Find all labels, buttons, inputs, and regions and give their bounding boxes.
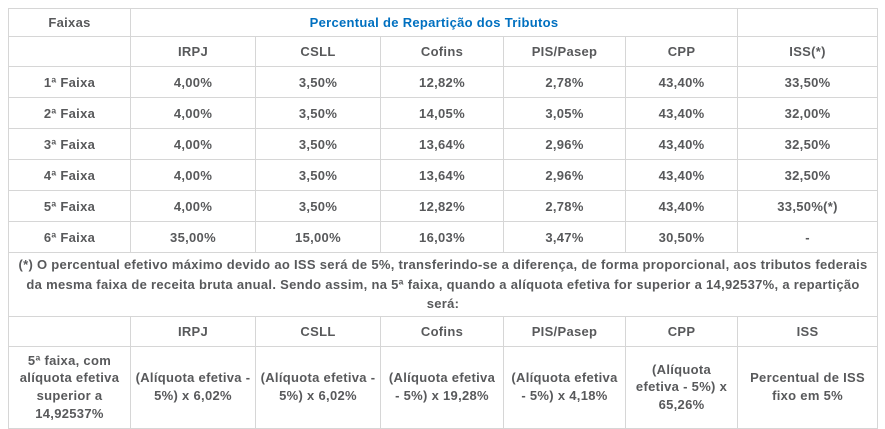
column-header-cpp: CPP xyxy=(624,36,739,67)
value-cell: 4,00% xyxy=(130,190,256,222)
value-cell: 4,00% xyxy=(130,66,256,98)
table-row-faixa-5: 5ª Faixa 4,00% 3,50% 12,82% 2,78% 43,40%… xyxy=(8,190,879,222)
column-header-csll: CSLL xyxy=(255,36,381,67)
breakdown-formula-row: 5ª faixa, com alíquota efetiva superior … xyxy=(8,345,879,429)
table-row-faixa-6: 6ª Faixa 35,00% 15,00% 16,03% 3,47% 30,5… xyxy=(8,221,879,253)
value-cell: 2,78% xyxy=(503,190,626,222)
breakdown-header-cpp: CPP xyxy=(624,315,739,347)
formula-cell-cpp: (Alíquota efetiva - 5%) x 65,26% xyxy=(624,345,739,429)
column-header-cofins: Cofins xyxy=(380,36,504,67)
merged-header-row: Faixas Percentual de Repartição dos Trib… xyxy=(8,8,879,37)
formula-cell-pis-pasep: (Alíquota efetiva - 5%) x 4,18% xyxy=(503,345,626,429)
breakdown-header-row: IRPJ CSLL Cofins PIS/Pasep CPP ISS xyxy=(8,315,879,347)
breakdown-header-pis-pasep: PIS/Pasep xyxy=(503,315,626,347)
value-cell: 12,82% xyxy=(380,66,504,98)
value-cell: 33,50% xyxy=(737,66,879,98)
value-cell: 3,05% xyxy=(503,97,626,129)
value-cell: 32,50% xyxy=(737,128,879,160)
table-row-faixa-2: 2ª Faixa 4,00% 3,50% 14,05% 3,05% 43,40%… xyxy=(8,97,879,129)
value-cell: 14,05% xyxy=(380,97,504,129)
table-title: Percentual de Repartição dos Tributos xyxy=(129,8,739,37)
breakdown-header-iss: ISS xyxy=(737,315,879,347)
value-cell: 2,96% xyxy=(503,159,626,191)
value-cell: 32,00% xyxy=(737,97,879,129)
value-cell: - xyxy=(737,221,879,253)
value-cell: 43,40% xyxy=(624,66,739,98)
table-row-faixa-4: 4ª Faixa 4,00% 3,50% 13,64% 2,96% 43,40%… xyxy=(8,159,879,191)
value-cell: 35,00% xyxy=(130,221,256,253)
value-cell: 12,82% xyxy=(380,190,504,222)
column-header-irpj: IRPJ xyxy=(130,36,256,67)
value-cell: 33,50%(*) xyxy=(737,190,879,222)
row-label: 4ª Faixa xyxy=(8,159,131,191)
value-cell: 4,00% xyxy=(130,128,256,160)
value-cell: 2,96% xyxy=(503,128,626,160)
value-cell: 2,78% xyxy=(503,66,626,98)
value-cell: 3,47% xyxy=(503,221,626,253)
value-cell: 30,50% xyxy=(624,221,739,253)
breakdown-row-label: 5ª faixa, com alíquota efetiva superior … xyxy=(8,345,131,429)
empty-corner-cell xyxy=(737,8,879,37)
value-cell: 3,50% xyxy=(255,190,381,222)
value-cell: 32,50% xyxy=(737,159,879,191)
value-cell: 43,40% xyxy=(624,128,739,160)
footnote-text: (*) O percentual efetivo máximo devido a… xyxy=(7,252,879,317)
value-cell: 3,50% xyxy=(255,97,381,129)
formula-cell-csll: (Alíquota efetiva - 5%) x 6,02% xyxy=(255,345,381,429)
empty-header-cell xyxy=(8,36,131,67)
row-label: 6ª Faixa xyxy=(8,221,131,253)
empty-header-cell xyxy=(8,315,131,347)
footnote-row: (*) O percentual efetivo máximo devido a… xyxy=(7,252,879,317)
row-label: 3ª Faixa xyxy=(8,128,131,160)
row-label: 5ª Faixa xyxy=(8,190,131,222)
value-cell: 3,50% xyxy=(255,128,381,160)
breakdown-header-csll: CSLL xyxy=(255,315,381,347)
value-cell: 4,00% xyxy=(130,159,256,191)
row-label: 1ª Faixa xyxy=(8,66,131,98)
value-cell: 43,40% xyxy=(624,159,739,191)
value-cell: 4,00% xyxy=(130,97,256,129)
value-cell: 43,40% xyxy=(624,97,739,129)
faixas-corner-header: Faixas xyxy=(8,8,131,37)
formula-cell-irpj: (Alíquota efetiva - 5%) x 6,02% xyxy=(130,345,256,429)
column-header-pis-pasep: PIS/Pasep xyxy=(503,36,626,67)
tax-distribution-table: Faixas Percentual de Repartição dos Trib… xyxy=(7,8,879,429)
formula-cell-iss: Percentual de ISS fixo em 5% xyxy=(737,345,879,429)
formula-cell-cofins: (Alíquota efetiva - 5%) x 19,28% xyxy=(380,345,504,429)
value-cell: 15,00% xyxy=(255,221,381,253)
value-cell: 43,40% xyxy=(624,190,739,222)
value-cell: 16,03% xyxy=(380,221,504,253)
table-row-faixa-1: 1ª Faixa 4,00% 3,50% 12,82% 2,78% 43,40%… xyxy=(8,66,879,98)
breakdown-header-cofins: Cofins xyxy=(380,315,504,347)
value-cell: 13,64% xyxy=(380,128,504,160)
value-cell: 3,50% xyxy=(255,66,381,98)
column-header-iss: ISS(*) xyxy=(737,36,879,67)
breakdown-header-irpj: IRPJ xyxy=(130,315,256,347)
value-cell: 13,64% xyxy=(380,159,504,191)
table-row-faixa-3: 3ª Faixa 4,00% 3,50% 13,64% 2,96% 43,40%… xyxy=(8,128,879,160)
value-cell: 3,50% xyxy=(255,159,381,191)
row-label: 2ª Faixa xyxy=(8,97,131,129)
column-header-row: IRPJ CSLL Cofins PIS/Pasep CPP ISS(*) xyxy=(8,36,879,67)
